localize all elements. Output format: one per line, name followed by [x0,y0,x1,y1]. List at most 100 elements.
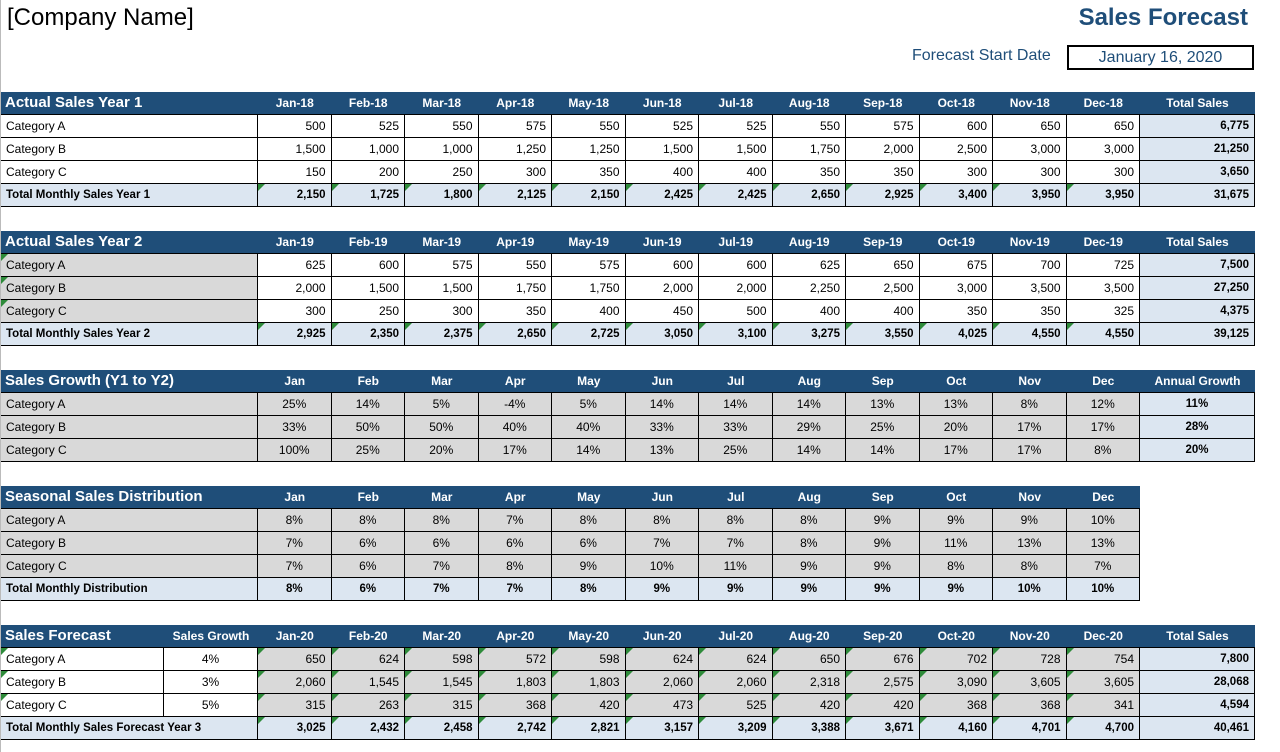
cell: 400 [846,300,920,323]
cell: 6% [331,555,405,578]
cell: 29% [772,416,846,439]
row-label: Category C [1,439,258,462]
cell: 2,425 [625,184,699,207]
cell: 3,100 [699,323,773,346]
cell: 3,671 [846,717,920,740]
column-header: Nov-18 [993,92,1067,114]
cell: 9% [919,578,993,601]
cell: 575 [552,254,626,277]
cell: 6% [331,578,405,601]
row-label: Category A [1,509,258,532]
row-total: 28% [1140,416,1255,439]
cell: 676 [846,648,920,671]
cell: 8% [993,393,1067,416]
column-header: Aug-18 [772,92,846,114]
column-header: May-20 [552,625,626,647]
column-header: Apr [478,486,552,508]
cell: 25% [846,416,920,439]
row-label: Category C [1,694,164,717]
cell: 7% [258,555,332,578]
cell: 550 [405,115,479,138]
cell: 525 [699,694,773,717]
cell: 263 [331,694,405,717]
cell: 9% [846,578,920,601]
cell: 300 [478,161,552,184]
cell: 2,000 [846,138,920,161]
cell: 33% [625,416,699,439]
row-label: Category C [1,161,258,184]
cell: 1,750 [552,277,626,300]
cell: 4,700 [1066,717,1140,740]
cell: 315 [405,694,479,717]
cell: 725 [1066,254,1140,277]
cell: 1,800 [405,184,479,207]
column-header: Jan [258,486,332,508]
cell: 2,650 [478,323,552,346]
column-header: Feb [331,370,405,392]
cell: 650 [993,115,1067,138]
cell: 33% [258,416,332,439]
column-header: Annual Growth [1140,370,1255,392]
row-total: 20% [1140,439,1255,462]
start-date[interactable]: January 16, 2020 [1067,45,1254,70]
row-label: Category C [1,300,258,323]
cell: 40% [478,416,552,439]
cell: 13% [846,393,920,416]
cell: 2,425 [699,184,773,207]
column-header: Total Sales [1140,92,1255,114]
column-header: Sep [846,370,920,392]
cell: 2,925 [846,184,920,207]
cell: 11% [919,532,993,555]
column-header: Feb-19 [331,231,405,253]
section-title: Sales Growth (Y1 to Y2) [1,370,258,392]
cell: 400 [552,300,626,323]
cell: 650 [846,254,920,277]
cell: 625 [772,254,846,277]
cell: 13% [993,532,1067,555]
cell: 8% [772,532,846,555]
cell: 341 [1066,694,1140,717]
cell: 6% [478,532,552,555]
cell: 6% [331,532,405,555]
cell: 1,250 [478,138,552,161]
cell: 3,500 [1066,277,1140,300]
cell: 8% [552,509,626,532]
column-header: Feb-20 [331,625,405,647]
column-header: Dec-20 [1066,625,1140,647]
cell: -4% [478,393,552,416]
cell: 300 [1066,161,1140,184]
cell: 12% [1066,393,1140,416]
column-header: May [552,370,626,392]
cell: 2,575 [846,671,920,694]
cell: 9% [919,509,993,532]
cell: 4% [164,648,258,671]
cell: 350 [552,161,626,184]
cell: 7% [258,532,332,555]
column-header: Apr-19 [478,231,552,253]
row-total: 3,650 [1140,161,1255,184]
cell: 3,050 [625,323,699,346]
cell: 3,000 [919,277,993,300]
cell: 17% [478,439,552,462]
cell: 14% [552,439,626,462]
cell: 300 [258,300,332,323]
cell: 3,000 [1066,138,1140,161]
section-title: Seasonal Sales Distribution [1,486,258,508]
column-header: Sep [846,486,920,508]
cell: 400 [699,161,773,184]
cell: 325 [1066,300,1140,323]
cell: 400 [625,161,699,184]
column-header: Jun-18 [625,92,699,114]
column-header: Sep-20 [846,625,920,647]
cell: 3,209 [699,717,773,740]
cell: 300 [919,161,993,184]
column-header: Aug-19 [772,231,846,253]
cell: 7% [478,509,552,532]
cell: 7% [405,555,479,578]
column-header: Jun [625,486,699,508]
cell: 1,500 [258,138,332,161]
column-header: Total Sales [1140,625,1255,647]
column-header: Jul [699,370,773,392]
cell: 1,725 [331,184,405,207]
cell: 650 [772,648,846,671]
